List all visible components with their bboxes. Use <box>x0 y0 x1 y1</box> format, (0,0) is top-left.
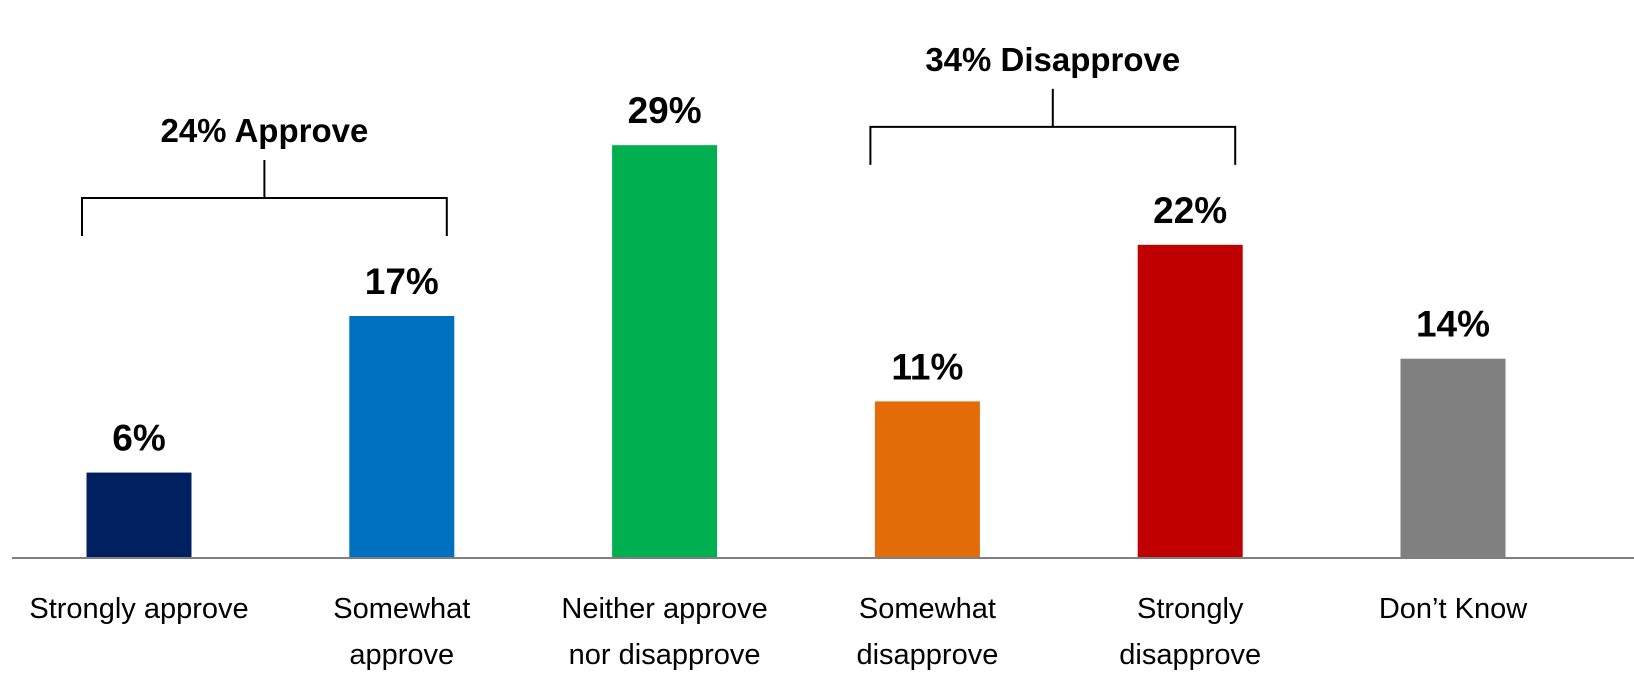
category-label-4-line-1: disapprove <box>1119 639 1261 671</box>
data-label-2: 29% <box>628 90 702 131</box>
category-label-1-line-0: Somewhat <box>333 593 470 625</box>
category-label-0-line-0: Strongly approve <box>29 593 248 625</box>
data-label-3: 11% <box>891 346 963 387</box>
bars-layer <box>86 145 1506 559</box>
category-label-2: Neither approve nor disapprove <box>561 593 767 671</box>
group-bracket-1 <box>869 88 1237 165</box>
bar-4 <box>1137 244 1243 558</box>
category-label-5: Don’t Know <box>1379 593 1528 625</box>
bar-5 <box>1400 358 1506 558</box>
group-bracket-0 <box>81 160 448 236</box>
category-label-1: Somewhat approve <box>333 593 470 671</box>
data-label-1: 17% <box>365 261 439 302</box>
category-label-2-line-1: nor disapprove <box>569 639 761 671</box>
bar-3 <box>874 401 980 558</box>
data-label-4: 22% <box>1153 190 1227 231</box>
bar-0 <box>86 472 192 558</box>
category-label-3: Somewhat disapprove <box>856 593 998 671</box>
group-brackets-layer: 24% Approve 34% Disapprove <box>81 41 1237 236</box>
category-label-4-line-0: Strongly <box>1137 593 1244 625</box>
category-label-0: Strongly approve <box>29 593 248 625</box>
category-label-2-line-0: Neither approve <box>561 593 767 625</box>
bar-1 <box>349 316 455 558</box>
category-label-1-line-1: approve <box>349 639 454 671</box>
group-label-1: 34% Disapprove <box>925 41 1180 78</box>
category-label-3-line-0: Somewhat <box>859 593 996 625</box>
bar-2 <box>612 145 718 559</box>
data-label-0: 6% <box>112 418 165 459</box>
category-labels-layer: Strongly approve Somewhat approve Neither a… <box>29 593 1528 671</box>
category-label-3-line-1: disapprove <box>856 639 998 671</box>
group-label-0: 24% Approve <box>160 112 368 149</box>
category-label-4: Strongly disapprove <box>1119 593 1261 671</box>
data-label-5: 14% <box>1416 304 1490 345</box>
value-labels-layer: 6% 17% 29% 11% 22% 14% <box>112 90 1490 458</box>
category-label-5-line-0: Don’t Know <box>1379 593 1528 625</box>
